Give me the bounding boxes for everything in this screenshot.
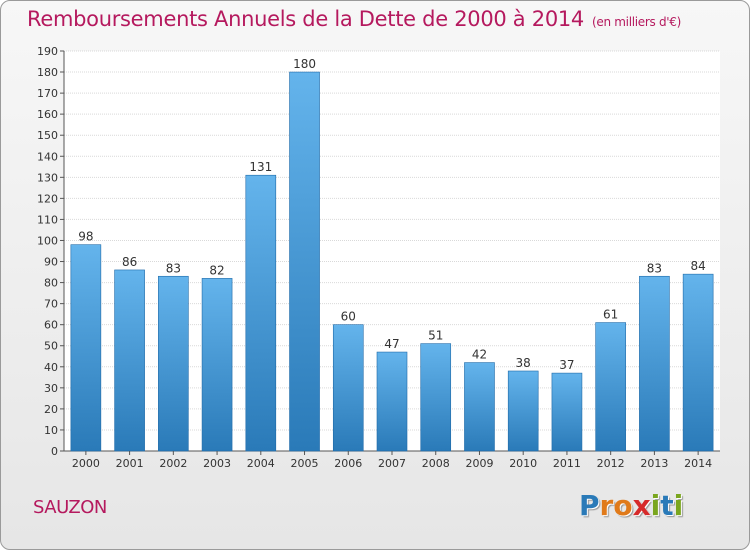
x-tick-label-2000: 2000: [72, 457, 100, 470]
x-tick-label-2010: 2010: [509, 457, 537, 470]
x-tick-label-2006: 2006: [334, 457, 362, 470]
y-tick-label: 70: [44, 298, 58, 311]
commune-name: SAUZON: [33, 497, 107, 518]
y-tick-label: 150: [37, 129, 58, 142]
y-tick-label: 20: [44, 403, 58, 416]
chart-title: Remboursements Annuels de la Dette de 20…: [27, 7, 681, 31]
logo-letter-1: r: [599, 489, 614, 522]
x-tick-label-2008: 2008: [422, 457, 450, 470]
x-tick-label-2005: 2005: [291, 457, 319, 470]
x-tick-label-2001: 2001: [116, 457, 144, 470]
logo-letter-0: P: [579, 489, 600, 522]
x-tick-label-2009: 2009: [465, 457, 493, 470]
logo-letter-4: i: [650, 489, 661, 522]
y-tick-label: 140: [37, 150, 58, 163]
logo-letter-6: i: [673, 489, 684, 522]
data-label-2009: 42: [472, 348, 487, 362]
y-tick-label: 190: [37, 45, 58, 58]
bar-2005: [289, 71, 320, 452]
x-tick-label-2007: 2007: [378, 457, 406, 470]
y-tick-label: 120: [37, 192, 58, 205]
data-label-2011: 37: [559, 358, 574, 372]
data-label-2014: 84: [690, 259, 705, 273]
data-label-2010: 38: [516, 356, 531, 370]
bar-2008: [420, 343, 452, 452]
data-label-2012: 61: [603, 308, 618, 322]
bar-2014: [682, 273, 714, 452]
bar-2007: [376, 351, 408, 452]
y-tick-label: 40: [44, 361, 58, 374]
y-tick-label: 160: [37, 108, 58, 121]
data-label-2001: 86: [122, 255, 137, 269]
bar-2013: [639, 275, 670, 452]
data-label-2004: 131: [249, 160, 272, 174]
bar-2009: [464, 362, 495, 452]
x-tick-label-2012: 2012: [597, 457, 625, 470]
y-tick-label: 0: [51, 445, 58, 458]
y-tick-label: 30: [44, 382, 58, 395]
bar-2000: [70, 244, 102, 452]
data-label-2005: 180: [293, 57, 316, 71]
data-label-2002: 83: [166, 261, 181, 275]
logo-letter-2: o: [613, 489, 633, 522]
bar-2012: [595, 322, 626, 452]
y-tick-label: 80: [44, 277, 58, 290]
y-tick-label: 90: [44, 256, 58, 269]
data-label-2000: 98: [78, 230, 93, 244]
y-tick-label: 50: [44, 340, 58, 353]
y-tick-label: 170: [37, 87, 58, 100]
bar-2010: [507, 370, 539, 452]
data-label-2013: 83: [647, 261, 662, 275]
proxiti-logo: Proxiti: [579, 489, 683, 522]
y-tick-label: 130: [37, 171, 58, 184]
x-tick-label-2003: 2003: [203, 457, 231, 470]
data-label-2006: 60: [341, 310, 356, 324]
logo-letter-3: x: [632, 489, 651, 522]
x-tick-label-2002: 2002: [159, 457, 187, 470]
y-tick-label: 110: [37, 213, 58, 226]
logo-letter-5: t: [660, 489, 674, 522]
x-tick-label-2013: 2013: [640, 457, 668, 470]
x-tick-label-2004: 2004: [247, 457, 275, 470]
bar-2011: [551, 372, 583, 452]
data-label-2007: 47: [384, 337, 399, 351]
data-label-2008: 51: [428, 329, 443, 343]
y-tick-label: 60: [44, 319, 58, 332]
y-tick-label: 100: [37, 234, 58, 247]
bar-2006: [332, 324, 364, 452]
y-tick-label: 10: [44, 424, 58, 437]
bar-2001: [114, 269, 145, 452]
x-tick-label-2011: 2011: [553, 457, 581, 470]
bar-2003: [201, 278, 233, 452]
unit-note: (en milliers d'€): [592, 15, 682, 29]
bar-2002: [158, 275, 189, 452]
data-label-2003: 82: [209, 263, 224, 277]
bar-2004: [245, 174, 277, 452]
y-tick-label: 180: [37, 66, 58, 79]
x-tick-label-2014: 2014: [684, 457, 712, 470]
chart-title-text: Remboursements Annuels de la Dette de 20…: [27, 7, 584, 31]
